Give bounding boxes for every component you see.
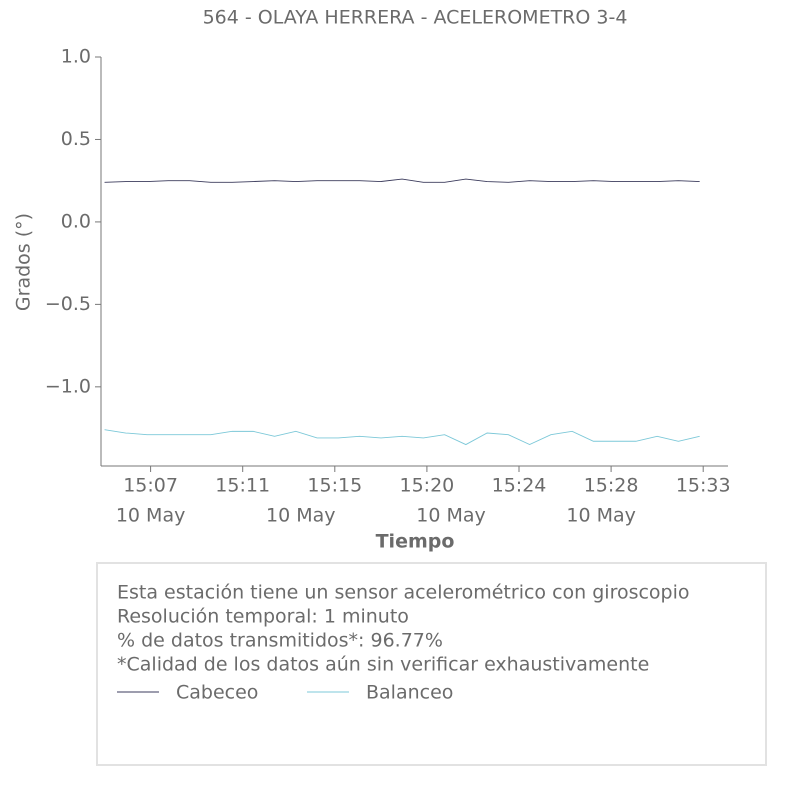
x-tick-label: 15:24 [492, 475, 547, 497]
x-tick-label: 15:11 [215, 475, 270, 497]
note: *Calidad de los datos aún sin verificar … [117, 654, 649, 676]
x-date-label: 10 May [116, 505, 186, 527]
x-tick-label: 15:07 [123, 475, 178, 497]
note: % de datos transmitidos*: 96.77% [117, 630, 443, 652]
series-line [104, 178, 700, 183]
note: Resolución temporal: 1 minuto [117, 606, 409, 628]
x-tick-label: 15:33 [676, 475, 731, 497]
y-tick-label: 1.0 [61, 46, 91, 68]
chart-title: 564 - OLAYA HERRERA - ACELEROMETRO 3-4 [203, 7, 628, 29]
y-tick-label: −1.0 [45, 375, 91, 397]
note: Esta estación tiene un sensor aceleromét… [117, 582, 690, 604]
x-tick-label: 15:20 [400, 475, 455, 497]
x-date-label: 10 May [266, 505, 336, 527]
x-axis-label: Tiempo [376, 531, 455, 553]
y-axis-label: Grados (°) [13, 213, 35, 311]
legend-label: Balanceo [366, 682, 453, 704]
series-line [104, 429, 700, 446]
y-tick-label: 0.5 [61, 128, 91, 150]
y-tick-label: −0.5 [45, 293, 91, 315]
legend-box [96, 562, 767, 766]
x-tick-label: 15:15 [307, 475, 362, 497]
y-tick-label: 0.0 [61, 210, 91, 232]
x-date-label: 10 May [416, 505, 486, 527]
x-date-label: 10 May [566, 505, 636, 527]
x-tick-label: 15:28 [584, 475, 639, 497]
legend-label: Cabeceo [176, 682, 258, 704]
